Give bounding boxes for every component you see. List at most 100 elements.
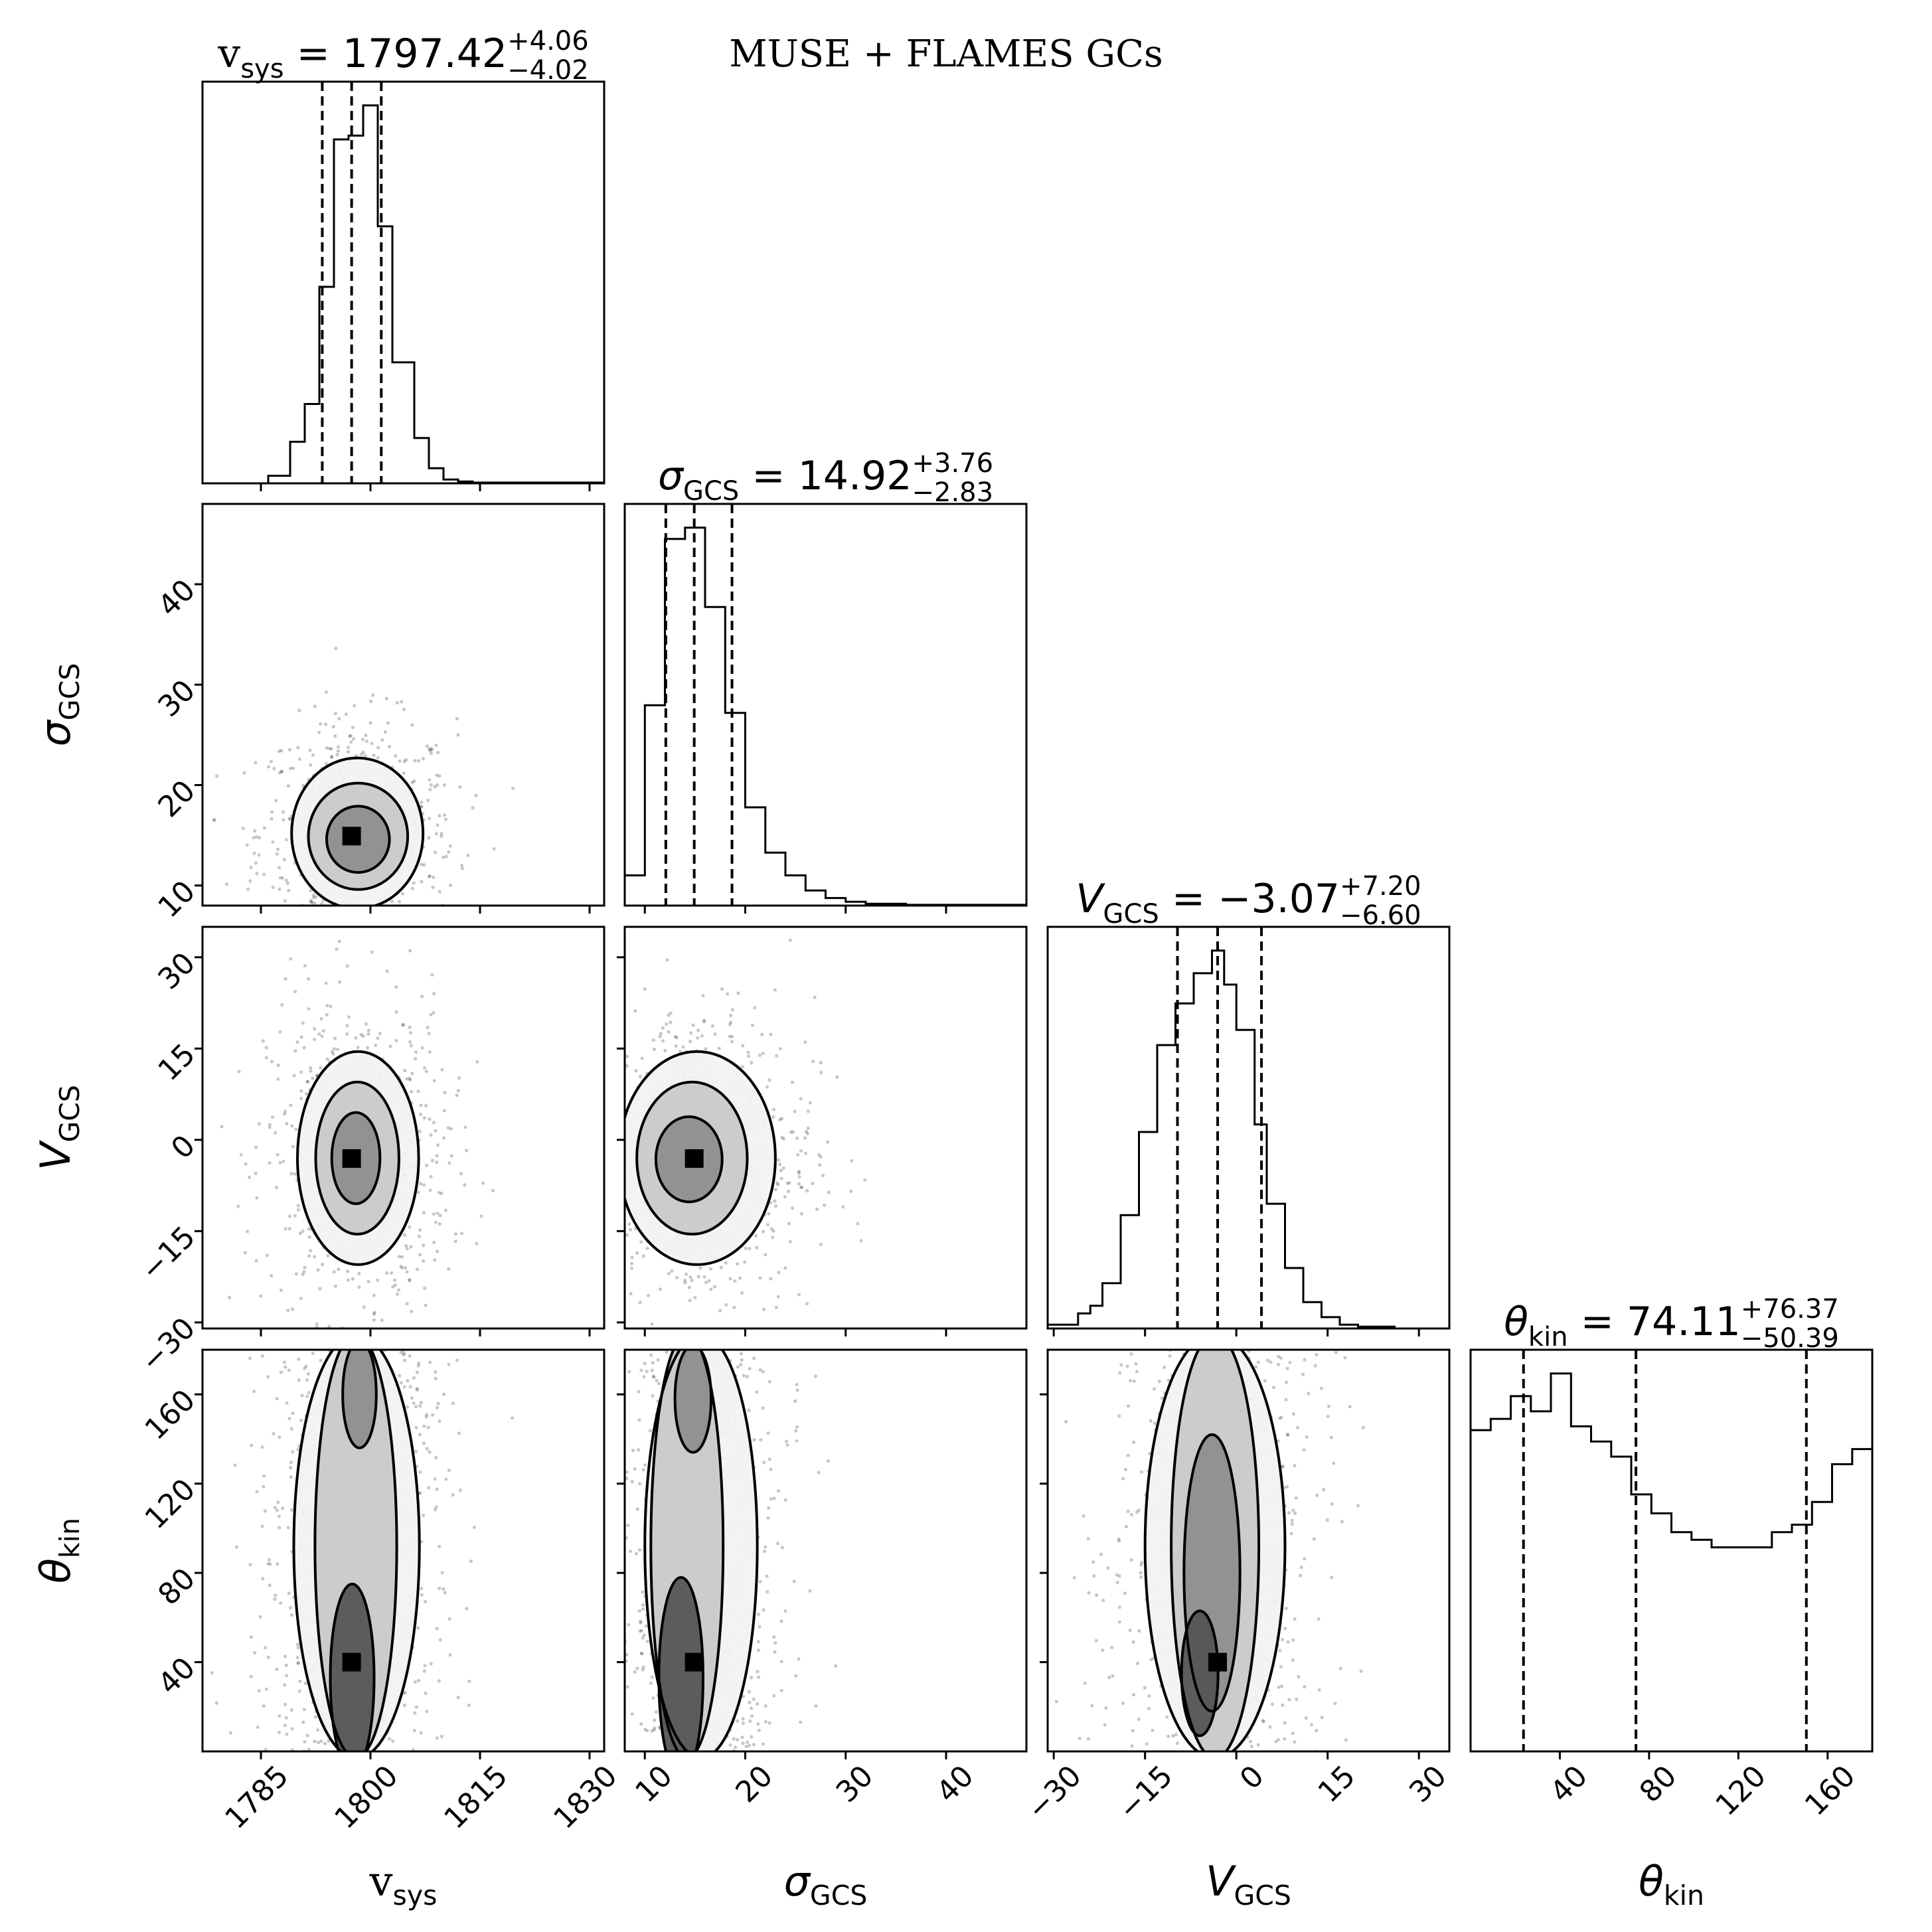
xtick-label-sigma: 30: [830, 1759, 880, 1809]
panel-vsys-sigma: 10 20 30 40: [151, 503, 605, 925]
ylabel-theta: θkin: [31, 1518, 86, 1583]
xtick-label-theta: 160: [1799, 1759, 1862, 1822]
hist-vgcs: [1048, 949, 1449, 1328]
title-minus-sigma: −2.83: [912, 477, 993, 508]
contour-sigma-theta-1: [649, 1350, 725, 1751]
contour-sigma-theta-2: [673, 1350, 713, 1454]
hist-sigma: [625, 526, 1026, 906]
ytick-label-vgcs: −15: [134, 1220, 202, 1287]
xlabel-vsys: vsys: [368, 1857, 437, 1911]
ytick-label-theta: 120: [139, 1473, 202, 1536]
contour-vsys-sigma-2: [325, 805, 391, 874]
axes-frame: [201, 80, 605, 485]
panel-sigma-theta: 10 20 30 40: [617, 1348, 1028, 1809]
peak-sigma-theta: [684, 1652, 704, 1672]
xtick-label-sigma: 10: [629, 1759, 679, 1809]
contour-vsys-sigma-0: [290, 756, 425, 906]
xtick-label-theta: 40: [1544, 1759, 1594, 1809]
title-minus-vsys: −4.02: [507, 55, 589, 86]
xtick-label-vgcs: 30: [1403, 1759, 1453, 1809]
axes-frame: [201, 503, 605, 907]
xtick-label-vsys: 1830: [547, 1759, 623, 1835]
contour-sigma-theta-0: [643, 1350, 759, 1751]
contour-vsys-vgcs-1: [314, 1080, 400, 1236]
ytick-label-theta: 40: [151, 1651, 202, 1702]
ytick-label-theta: 80: [151, 1562, 202, 1612]
axes-frame: [623, 926, 1028, 1330]
axis-labels-theta: θkin θkin: [31, 1518, 1704, 1911]
peak-vsys-vgcs: [342, 1149, 361, 1168]
contour-vgcs-theta-3: [1180, 1609, 1220, 1737]
title-sigma: σGCS = 14.92+3.76: [658, 448, 993, 507]
xtick-label-vsys: 1815: [438, 1759, 514, 1835]
contour-sigma-theta-3: [657, 1575, 704, 1751]
figure-title: MUSE + FLAMES GCs: [729, 33, 1163, 76]
axis-labels-vgcs: VGCS VGCS: [31, 1085, 1291, 1911]
peak-vgcs-theta: [1208, 1652, 1228, 1672]
panel-vgcs-vgcs: VGCS = −3.07+7.20−6.60: [1046, 871, 1451, 1336]
panel-vsys-vsys: vsys = 1797.42+4.06−4.02: [201, 26, 605, 491]
xtick-label-theta: 120: [1710, 1759, 1773, 1822]
ylabel-vgcs: VGCS: [31, 1085, 86, 1170]
contour-sigma-vgcs-2: [654, 1115, 724, 1204]
peak-vsys-theta: [342, 1652, 361, 1672]
peak-sigma-vgcs: [684, 1149, 704, 1168]
xlabel-sigma: σGCS: [784, 1857, 868, 1911]
axis-labels-sigma: σGCS σGCS: [31, 663, 867, 1911]
title-theta: θkin = 74.11+76.37: [1504, 1294, 1839, 1352]
ytick-label-sigma: 30: [151, 673, 202, 724]
contour-vsys-sigma-1: [307, 781, 410, 891]
contour-vsys-vgcs-0: [296, 1050, 420, 1266]
ytick-label-vgcs: 15: [151, 1037, 202, 1087]
hist-theta: [1471, 1372, 1872, 1751]
panel-sigma-sigma: σGCS = 14.92+3.76−2.83: [623, 448, 1028, 914]
ytick-label-sigma: 20: [151, 774, 202, 825]
xtick-label-vgcs: 0: [1234, 1759, 1271, 1796]
contour-vsys-theta-0: [292, 1350, 421, 1751]
xtick-label-vsys: 1800: [328, 1759, 404, 1835]
peak-vsys-sigma: [342, 827, 361, 846]
contour-vgcs-theta-1: [1170, 1350, 1261, 1751]
contour-vsys-theta-1: [313, 1350, 398, 1751]
contour-vgcs-theta-2: [1182, 1433, 1242, 1713]
ytick-label-theta: 160: [139, 1383, 202, 1446]
xtick-label-vgcs: 15: [1312, 1759, 1362, 1809]
axes-frame: [1046, 926, 1451, 1330]
contour-sigma-vgcs-1: [635, 1080, 749, 1236]
title-minus-vgcs: −6.60: [1340, 900, 1421, 931]
xtick-label-vgcs: −15: [1112, 1759, 1180, 1826]
axes-frame: [623, 503, 1028, 907]
axes-frame: [1469, 1348, 1874, 1753]
panel-vgcs-theta: −30 −15 0 15 30: [1020, 1348, 1453, 1826]
contour-vsys-theta-3: [329, 1582, 376, 1751]
title-vgcs: VGCS = −3.07+7.20: [1076, 871, 1421, 929]
contour-vgcs-theta-0: [1143, 1350, 1287, 1751]
ytick-label-vgcs: 30: [151, 946, 202, 997]
ytick-label-sigma: 10: [151, 874, 202, 925]
axes-frame: [201, 1348, 605, 1753]
xtick-label-sigma: 40: [930, 1759, 981, 1809]
title-vsys: vsys = 1797.42+4.06: [217, 26, 588, 84]
contour-vsys-theta-2: [341, 1350, 378, 1449]
title-minus-theta: −50.39: [1741, 1323, 1839, 1354]
axes-frame: [623, 1348, 1028, 1753]
axes-frame: [201, 926, 605, 1330]
contour-sigma-vgcs-0: [625, 1050, 777, 1266]
hist-vsys: [202, 104, 604, 483]
ytick-label-vgcs: −30: [134, 1311, 202, 1379]
xtick-label-theta: 80: [1633, 1759, 1684, 1809]
ylabel-sigma: σGCS: [31, 663, 86, 747]
panel-sigma-vgcs: [617, 926, 1028, 1336]
panel-theta-theta: θkin = 74.11+76.37−50.39 40 80 120 160: [1469, 1294, 1874, 1822]
xlabel-vgcs: VGCS: [1206, 1857, 1291, 1911]
axis-labels-vsys: vsys: [368, 1857, 437, 1911]
panels: vsys = 1797.42+4.06−4.02 10 20 30 40 σGCS = 1…: [31, 26, 1874, 1911]
contour-vsys-vgcs-2: [330, 1111, 382, 1206]
xlabel-theta: θkin: [1639, 1857, 1704, 1911]
ytick-label-sigma: 40: [151, 573, 202, 623]
panel-vsys-theta: 1785 1800 1815 1830 40 80 120 160: [139, 1348, 624, 1836]
panel-vsys-vgcs: −30 −15 0 15 30: [134, 926, 605, 1379]
axes-frame: [1046, 1348, 1451, 1753]
xtick-label-sigma: 20: [729, 1759, 779, 1809]
